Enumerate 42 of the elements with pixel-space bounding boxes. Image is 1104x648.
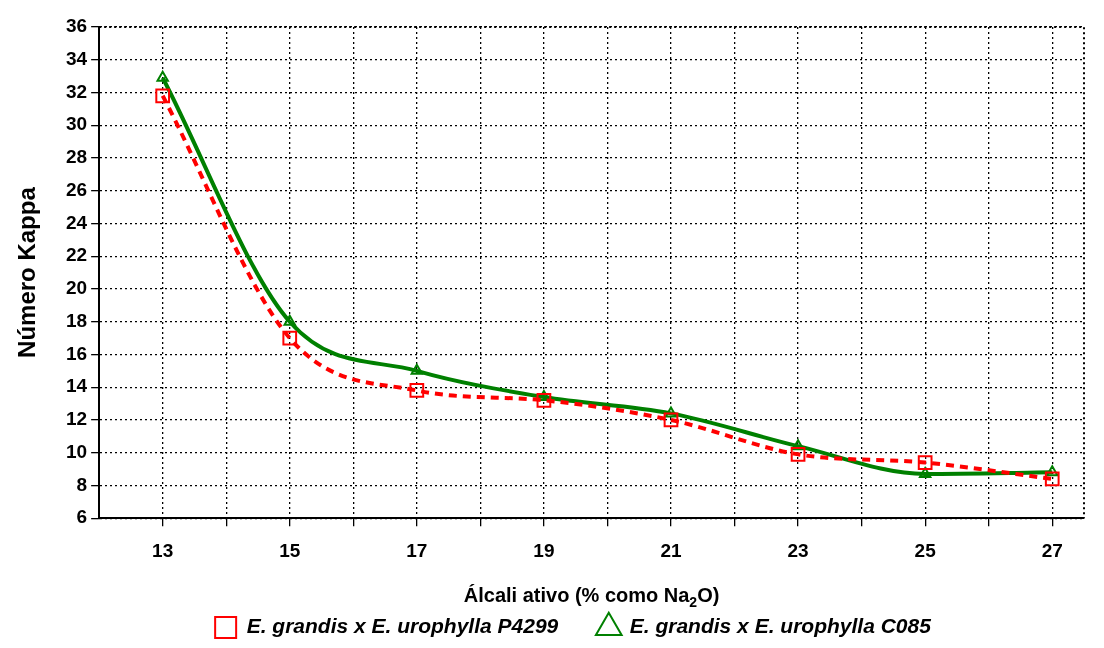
- y-tick-label: 34: [65, 47, 88, 69]
- point: [664, 406, 678, 418]
- point: [917, 455, 933, 470]
- x-tick-label: 27: [1041, 539, 1063, 561]
- point: [1046, 465, 1059, 477]
- y-tick-label: 32: [65, 80, 88, 102]
- point: [156, 70, 169, 82]
- y-tick-label: 20: [65, 277, 88, 299]
- y-tick-label: 14: [65, 375, 88, 397]
- y-tick-label: 30: [65, 113, 88, 135]
- y-tick-label: 12: [65, 408, 88, 430]
- legend-label: E. grandis x E. urophylla P4299: [246, 614, 559, 638]
- y-tick-label: 10: [65, 440, 88, 462]
- y-tick-label: 16: [65, 342, 88, 364]
- point: [155, 88, 171, 104]
- point: [791, 439, 805, 451]
- point: [410, 363, 424, 375]
- x-tick-label: 25: [914, 539, 937, 561]
- x-tick-label: 21: [660, 539, 682, 561]
- x-tick-label: 15: [279, 539, 301, 561]
- x-tick-label: 13: [152, 539, 174, 561]
- y-tick-label: 36: [65, 15, 88, 37]
- y-tick-label: 28: [65, 146, 88, 168]
- point: [283, 314, 296, 326]
- x-tick-label: 19: [533, 539, 555, 561]
- point: [282, 330, 298, 346]
- y-tick-label: 8: [76, 473, 88, 495]
- point: [409, 383, 425, 398]
- y-tick-label: 18: [65, 309, 88, 331]
- y-tick-label: 22: [65, 244, 88, 266]
- y-tick-label: 6: [76, 506, 88, 528]
- y-tick-label: 24: [65, 211, 88, 233]
- legend-label: E. grandis x E. urophylla C085: [629, 614, 932, 638]
- point: [536, 392, 552, 408]
- point: [1044, 471, 1060, 487]
- point: [918, 466, 932, 478]
- x-tick-label: 17: [406, 539, 428, 561]
- point: [663, 412, 679, 428]
- x-tick-label: 23: [787, 539, 809, 561]
- y-tick-label: 26: [65, 178, 88, 200]
- y-axis-title: Número Kappa: [12, 186, 40, 358]
- point: [790, 446, 806, 462]
